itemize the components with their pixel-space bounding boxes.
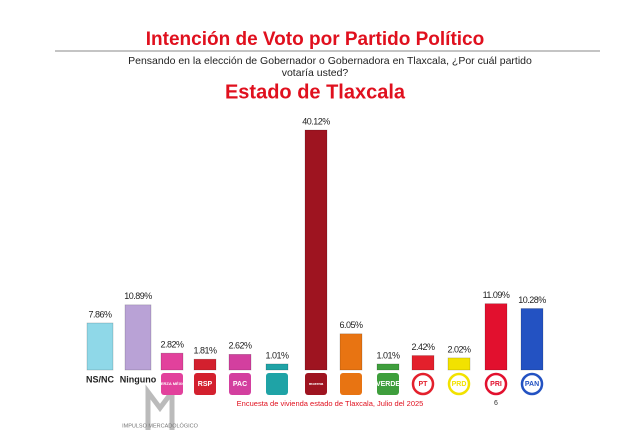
bar — [193, 358, 217, 371]
value-label: 40.12% — [302, 116, 330, 126]
value-label: 2.02% — [447, 344, 471, 354]
note: 6 — [494, 400, 498, 407]
party-logo-text: PRD — [452, 381, 467, 388]
bar — [484, 303, 508, 371]
bar — [304, 129, 328, 371]
heading: Estado de Tlaxcala — [225, 81, 406, 103]
brand-mark — [145, 384, 175, 430]
value-label: 10.89% — [124, 291, 152, 301]
party-logo-text: PAN — [525, 381, 539, 388]
value-label: 1.01% — [265, 350, 289, 360]
value-label: 7.86% — [88, 309, 112, 319]
party-logo — [305, 373, 327, 395]
party-logo — [411, 372, 435, 396]
brand-logo: IMPULSO MERCADOLÓGICO — [122, 384, 199, 430]
party-logo — [229, 373, 251, 395]
value-label: 1.01% — [376, 350, 400, 360]
value-label: 11.09% — [483, 290, 510, 300]
value-label: 1.81% — [193, 346, 217, 356]
x-tick-label: Ninguno — [120, 374, 157, 384]
bar — [160, 352, 184, 371]
party-logo — [447, 372, 471, 396]
value-label: 2.42% — [411, 342, 435, 352]
x-tick-label: NS/NC — [86, 374, 115, 384]
subtitle: Pensando en la elección de Gobernador o … — [128, 55, 532, 67]
party-logo-text: morena — [309, 381, 324, 386]
party-logo-text: PAC — [233, 381, 247, 388]
party-logo — [340, 373, 362, 395]
party-logo-text: PRI — [490, 381, 502, 388]
bar — [447, 357, 471, 371]
party-logo — [161, 373, 183, 395]
value-label: 2.62% — [228, 341, 252, 351]
bar — [124, 304, 152, 371]
bar — [339, 333, 363, 371]
party-logo — [520, 372, 544, 396]
party-logo — [266, 373, 288, 395]
value-label: 6.05% — [339, 320, 363, 330]
footer: Encuesta de vivienda estado de Tlaxcala,… — [237, 399, 424, 408]
bar — [376, 363, 400, 371]
bar — [86, 322, 114, 371]
party-logo-text: FUERZA MÉXICO — [156, 381, 189, 386]
party-logo-text: VERDE — [376, 381, 400, 388]
bar — [520, 308, 544, 371]
bar — [265, 363, 289, 371]
bar — [228, 354, 252, 371]
party-logo — [484, 372, 508, 396]
value-label: 2.82% — [160, 340, 184, 350]
party-logo — [194, 373, 216, 395]
subtitle: votaría usted? — [282, 67, 349, 79]
party-logo — [377, 373, 399, 395]
bar — [411, 355, 435, 371]
value-label: 10.28% — [518, 295, 546, 305]
party-logo-text: PT — [419, 381, 429, 388]
brand-text: IMPULSO MERCADOLÓGICO — [122, 422, 199, 429]
chart-title: Intención de Voto por Partido Político — [146, 29, 484, 50]
party-logo-text: RSP — [198, 381, 213, 388]
